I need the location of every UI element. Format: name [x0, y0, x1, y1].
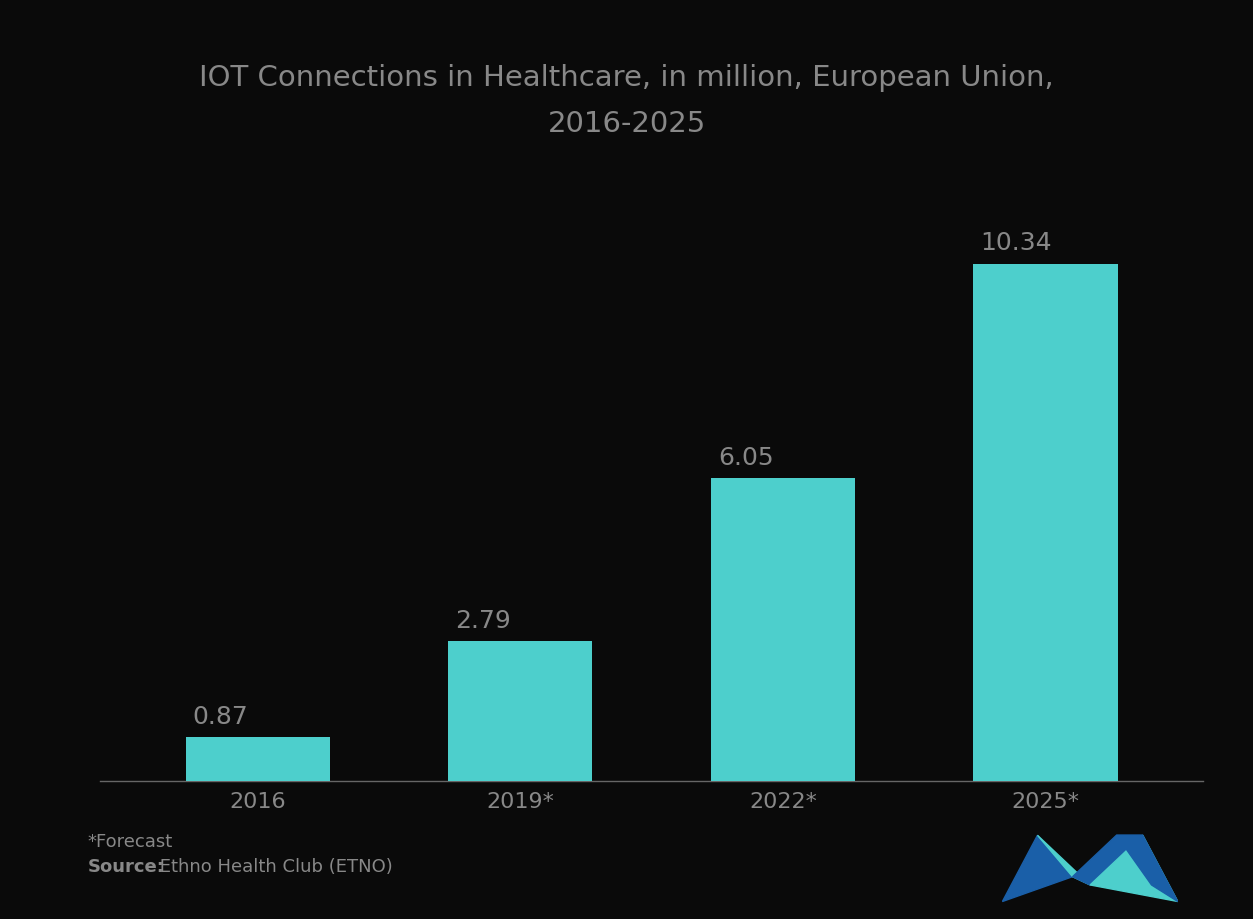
Text: 10.34: 10.34	[980, 232, 1053, 255]
Text: 2016-2025: 2016-2025	[548, 110, 705, 138]
Polygon shape	[1073, 835, 1143, 885]
Polygon shape	[1037, 835, 1090, 885]
Text: Source:: Source:	[88, 857, 164, 875]
Text: IOT Connections in Healthcare, in million, European Union,: IOT Connections in Healthcare, in millio…	[199, 64, 1054, 92]
Bar	[449, 641, 593, 781]
Bar	[710, 479, 855, 781]
Text: 6.05: 6.05	[718, 446, 773, 470]
Text: *Forecast: *Forecast	[88, 832, 173, 850]
Polygon shape	[1116, 835, 1178, 902]
Bar	[185, 738, 330, 781]
Polygon shape	[1090, 835, 1178, 902]
Polygon shape	[1002, 835, 1073, 902]
Text: 0.87: 0.87	[193, 705, 248, 729]
Text: 2.79: 2.79	[455, 608, 511, 632]
Bar	[974, 265, 1118, 781]
Text: Ethno Health Club (ETNO): Ethno Health Club (ETNO)	[154, 857, 393, 875]
